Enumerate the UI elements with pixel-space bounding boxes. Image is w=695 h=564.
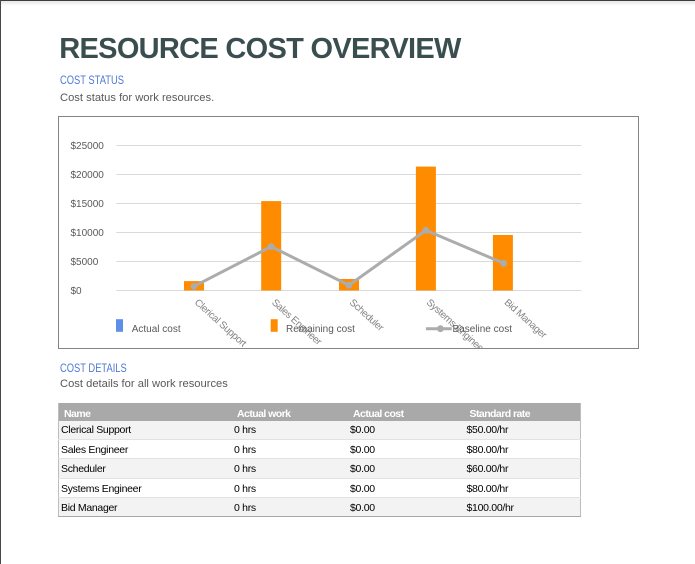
- svg-text:$0: $0: [71, 286, 83, 297]
- svg-text:Remaining cost: Remaining cost: [286, 324, 355, 335]
- svg-text:Baseline cost: Baseline cost: [453, 324, 513, 335]
- svg-text:$25000: $25000: [71, 141, 105, 152]
- svg-text:$5000: $5000: [71, 257, 99, 268]
- svg-text:$15000: $15000: [71, 199, 105, 210]
- svg-text:$20000: $20000: [71, 170, 105, 181]
- svg-text:Actual cost: Actual cost: [132, 324, 181, 335]
- svg-text:$10000: $10000: [71, 228, 105, 239]
